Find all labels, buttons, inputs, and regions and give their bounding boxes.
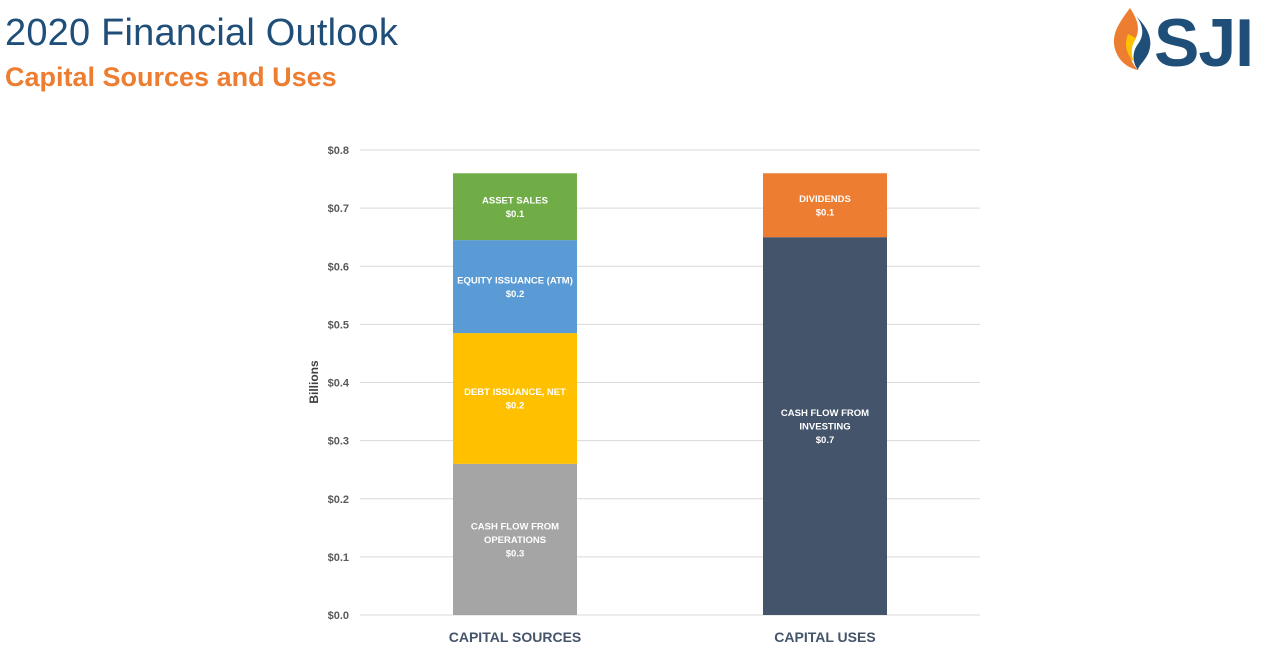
y-axis-title: Billions	[307, 360, 321, 404]
y-tick-label: $0.5	[328, 319, 349, 331]
segment-name-label: OPERATIONS	[484, 535, 546, 546]
segment-name-label: ASSET SALES	[482, 195, 548, 206]
bar-segment	[763, 173, 887, 238]
segment-name-label: CASH FLOW FROM	[471, 521, 559, 532]
segment-value-label: $0.3	[506, 548, 525, 559]
y-tick-label: $0.1	[328, 552, 349, 564]
segment-value-label: $0.1	[506, 209, 525, 220]
bar-segment	[453, 333, 577, 464]
x-category-label: CAPITAL USES	[774, 629, 875, 645]
flame-icon	[1113, 8, 1151, 70]
y-tick-label: $0.7	[328, 203, 349, 215]
segment-value-label: $0.7	[816, 435, 835, 446]
segment-name-label: CASH FLOW FROM	[781, 408, 869, 419]
bar-segment	[453, 240, 577, 334]
y-tick-label: $0.4	[328, 378, 350, 390]
bar-segment	[453, 463, 577, 615]
bar-segment	[453, 173, 577, 241]
slide-title: 2020 Financial Outlook	[5, 12, 399, 54]
y-tick-label: $0.8	[328, 145, 349, 157]
y-axis-ticks: $0.0 $0.1 $0.2 $0.3 $0.4 $0.5 $0.6 $0.7 $0.8	[328, 145, 350, 622]
segment-name-label: DEBT ISSUANCE, NET	[464, 387, 566, 398]
y-tick-label: $0.6	[328, 261, 349, 273]
x-category-label: CAPITAL SOURCES	[449, 629, 582, 645]
segment-value-label: $0.2	[506, 401, 525, 412]
segment-name-label: EQUITY ISSUANCE (ATM)	[457, 275, 573, 286]
y-tick-label: $0.3	[328, 436, 349, 448]
segment-value-label: $0.2	[506, 289, 525, 300]
segment-name-label: INVESTING	[799, 422, 850, 433]
segment-name-label: DIVIDENDS	[799, 194, 851, 205]
logo-text: SJI	[1154, 5, 1253, 74]
x-axis-categories: CAPITAL SOURCES CAPITAL USES	[449, 629, 876, 645]
bars: CASH FLOW FROM OPERATIONS $0.3 DEBT ISSUANC…	[453, 173, 887, 615]
segment-value-label: $0.1	[816, 207, 835, 218]
bar-segment	[763, 237, 887, 615]
y-tick-label: $0.0	[328, 610, 349, 622]
y-tick-label: $0.2	[328, 494, 349, 506]
slide-subtitle: Capital Sources and Uses	[5, 62, 337, 92]
sji-logo: SJI	[1113, 5, 1254, 74]
